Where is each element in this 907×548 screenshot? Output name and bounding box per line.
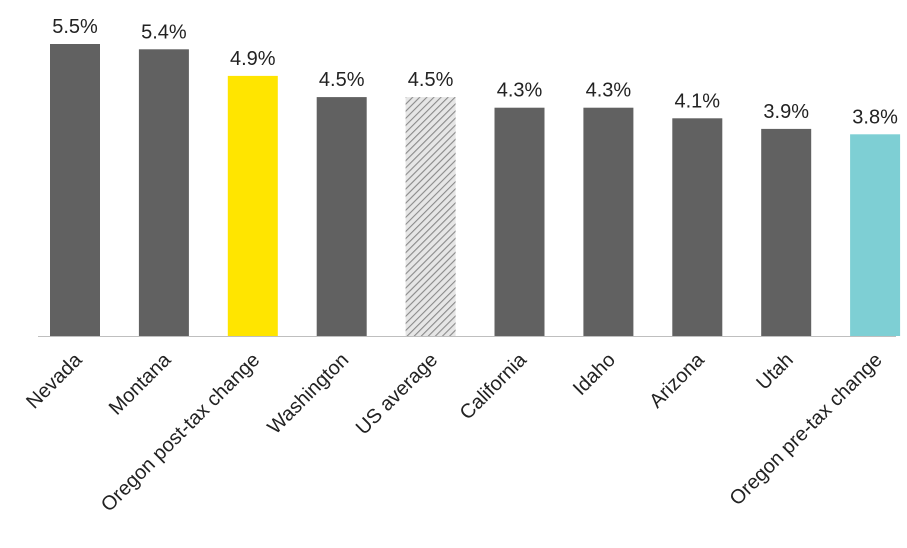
value-label: 5.4%: [141, 21, 187, 43]
bar-montana: [138, 49, 189, 337]
value-label: 4.3%: [586, 80, 632, 102]
x-tick-label: Montana: [105, 348, 176, 419]
value-label: 4.5%: [319, 69, 365, 91]
bar-arizona: [672, 118, 723, 336]
value-label: 4.1%: [675, 90, 721, 112]
x-tick-label: Idaho: [569, 349, 620, 400]
x-tick-label: California: [456, 348, 532, 424]
x-tick-label: Oregon post-tax change: [97, 349, 264, 516]
bar-oregon-pre-tax-change: [850, 134, 901, 336]
bar-idaho: [583, 107, 634, 336]
value-label: 4.5%: [408, 69, 454, 91]
bar-utah: [761, 128, 812, 336]
bars-layer: [50, 44, 901, 337]
x-tick-label: US average: [352, 349, 442, 439]
bar-nevada: [50, 44, 100, 336]
value-label: 4.9%: [230, 48, 276, 70]
value-label: 5.5%: [52, 16, 98, 38]
bar-us-average: [405, 97, 456, 336]
x-tick-label: Washington: [264, 349, 354, 439]
value-labels-layer: 5.5% 5.4% 4.9% 4.5% 4.5% 4.3% 4.3% 4.1% 3.9% 3.8%: [52, 16, 898, 128]
x-tick-label: Arizona: [645, 348, 709, 412]
x-tick-label: Nevada: [22, 348, 87, 413]
value-label: 4.3%: [497, 80, 543, 102]
value-label: 3.9%: [763, 101, 809, 123]
bar-washington: [316, 97, 367, 336]
value-label: 3.8%: [852, 106, 898, 128]
x-tick-label: Oregon pre-tax change: [726, 349, 887, 510]
bar-oregon-post-tax-change: [227, 75, 278, 337]
x-tick-label: Utah: [752, 349, 797, 394]
bar-california: [494, 107, 545, 336]
